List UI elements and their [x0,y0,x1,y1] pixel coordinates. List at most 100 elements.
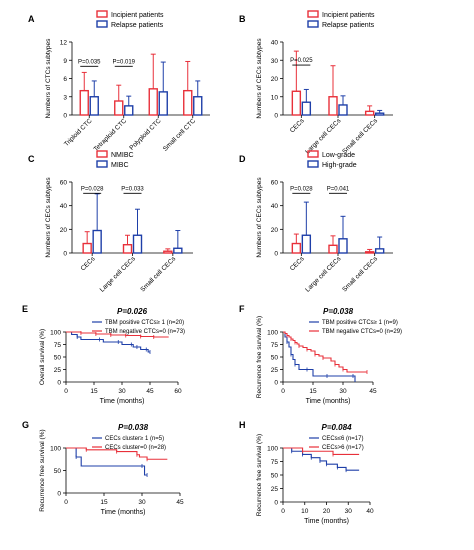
p-value-title: P=0.038 [118,423,149,432]
y-tick-label: 12 [60,40,68,47]
bar [374,112,385,116]
legend-label: TBM negative CTCs=0 (n=29) [322,329,402,335]
p-value-label: P=0.019 [112,59,135,65]
x-axis-label: Time (months) [100,398,145,405]
bar [301,101,312,116]
x-category-label: CECs [289,255,306,272]
x-tick-label: 60 [174,388,182,395]
x-category-label: Small cell CTC [162,117,198,153]
x-tick-label: 15 [100,499,108,506]
bar [124,105,134,116]
panel-B: B 0 10 20 30 40 Numbers of CECs subtypes CECsLa… [239,10,393,156]
panel-letter: F [239,304,245,314]
panel-letter: B [239,14,246,24]
x-category-label: Tetraploid CTC [93,117,129,153]
y-axis-label: Recurrence free survival (%) [39,429,46,511]
panel-letter: D [239,154,246,164]
bar [183,89,193,116]
bar [163,250,173,254]
legend-label: Relapse patients [322,22,375,29]
bar [89,96,99,116]
y-axis-label: Numbers of CECs subtypes [45,177,52,258]
y-tick-label: 10 [271,94,279,101]
bar [328,96,338,116]
x-category-label: Large cell CECs [304,117,343,156]
y-tick-label: 25 [54,367,62,374]
legend-label: Low-grade [322,152,355,159]
x-axis-label: Time (months) [304,518,349,525]
y-tick-label: 50 [54,355,62,362]
bar [132,234,143,254]
x-tick-label: 0 [281,508,285,515]
y-axis-label: Overall survival (%) [39,329,46,385]
y-tick-label: 0 [57,491,61,498]
y-tick-label: 100 [50,330,61,337]
bar [338,238,348,254]
panel-A: A 0 3 6 9 12 Numbers of CTCs subtypes Triploid … [28,10,210,153]
y-tick-label: 25 [271,486,279,493]
y-tick-label: 50 [54,468,62,475]
bar [364,110,375,116]
x-category-label: Large cell CECs [304,255,343,294]
legend-label: Relapse patients [111,22,164,29]
x-axis-label: Time (months) [306,398,351,405]
p-value-label: P=0.028 [290,186,313,192]
panel-D: D 0 20 40 60 Numbers of CECs subtypes CECsLarg… [239,150,393,294]
legend-label: Incipient patients [322,12,375,19]
y-tick-label: 60 [60,180,68,187]
panel-H: H 0 25 50 75 100 Recurrence free survival (%) 0… [239,420,374,525]
y-tick-label: 0 [274,380,278,387]
x-tick-label: 30 [339,388,347,395]
bar [79,89,89,116]
y-tick-label: 20 [271,227,279,234]
legend-swatch [96,20,108,28]
x-category-label: CECs [80,255,97,272]
bar [374,248,385,254]
y-axis-label: Recurrence free survival (%) [256,316,263,398]
bar [82,242,92,254]
panel-letter: E [22,304,28,314]
bar [92,229,102,254]
y-tick-label: 50 [271,473,279,480]
legend-label: High-grade [322,162,357,169]
x-tick-label: 30 [118,388,126,395]
y-axis-label: Numbers of CTCs subtypes [45,38,52,119]
p-value-label: P=0.035 [78,59,101,65]
y-tick-label: 40 [271,203,279,210]
panel-letter: G [22,420,29,430]
x-category-label: Small cell CECs [139,255,177,293]
x-tick-label: 0 [64,388,68,395]
bar [364,251,375,254]
legend-label: TBM positive CTCs≥ 1 (n=9) [322,320,398,326]
y-tick-label: 25 [271,367,279,374]
panel-C: C 0 20 40 60 Numbers of CECs subtypes CECs Larg… [28,150,193,294]
bar [301,234,312,254]
bar [291,242,302,254]
y-tick-label: 60 [271,180,279,187]
x-category-label: Polyploid CTC [128,117,163,152]
legend-swatch [96,10,108,18]
y-tick-label: 50 [271,355,279,362]
legend-label: CECs>6 (n=17) [322,445,364,451]
x-tick-label: 45 [369,388,377,395]
y-tick-label: 100 [50,446,61,453]
panel-letter: H [239,420,246,430]
y-tick-label: 3 [63,94,67,101]
y-tick-label: 100 [267,330,278,337]
y-tick-label: 0 [274,251,278,258]
x-category-label: Triploid CTC [63,117,94,148]
bar [158,91,168,116]
y-tick-label: 75 [271,342,279,349]
p-value-label: P=0.033 [121,186,144,192]
y-tick-label: 0 [57,380,61,387]
bar [193,96,203,116]
x-category-label: Small cell CECs [341,255,379,293]
legend-swatch [96,160,108,168]
panel-E: E 0 25 50 75 100 Overall survival (%) 0 15 30 45 60… [22,304,185,405]
y-tick-label: 40 [60,203,68,210]
survival-curve [283,331,367,373]
x-category-label: Large cell CECs [99,255,138,294]
x-tick-label: 15 [90,388,98,395]
y-axis-label: Recurrence free survival (%) [256,434,263,516]
y-axis-label: Numbers of CECs subtypes [256,177,263,258]
